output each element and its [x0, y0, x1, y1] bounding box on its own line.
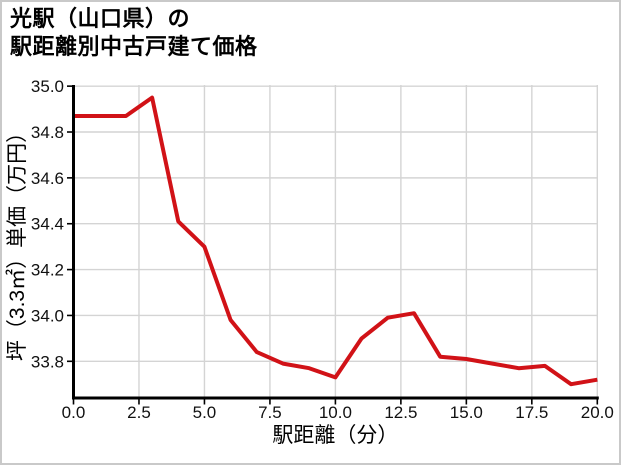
x-axis-title: 駅距離（分） — [272, 424, 398, 447]
x-tick-label: 2.5 — [127, 403, 151, 422]
x-tick-label: 20.0 — [581, 403, 614, 422]
y-tick-label: 35.0 — [31, 77, 64, 96]
x-tick-label: 0.0 — [62, 403, 86, 422]
y-tick-label: 34.8 — [31, 123, 64, 142]
y-axis-title: 坪（3.3㎡）単価（万円） — [5, 122, 29, 361]
y-tick-label: 34.0 — [31, 306, 64, 325]
y-tick-label: 34.2 — [31, 261, 64, 280]
y-tick-label: 33.8 — [31, 352, 64, 371]
x-tick-label: 12.5 — [384, 403, 417, 422]
chart-title-line1: 光駅（山口県）の — [10, 6, 191, 31]
y-tick-label: 34.6 — [31, 169, 64, 188]
chart-title: 光駅（山口県）の 駅距離別中古戸建て価格 — [10, 5, 258, 61]
price-line-series — [73, 95, 598, 387]
x-tick-label: 17.5 — [515, 403, 548, 422]
x-tick-label: 5.0 — [193, 403, 217, 422]
x-tick-label: 15.0 — [450, 403, 483, 422]
chart-title-line2: 駅距離別中古戸建て価格 — [10, 34, 258, 59]
x-tick-label: 10.0 — [319, 403, 352, 422]
x-tick-label: 7.5 — [258, 403, 282, 422]
y-tick-label: 34.4 — [31, 215, 64, 234]
